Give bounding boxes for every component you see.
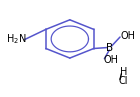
Text: H: H bbox=[120, 67, 128, 77]
Text: Cl: Cl bbox=[119, 77, 128, 87]
Text: B: B bbox=[106, 43, 114, 53]
Text: H$_2$N: H$_2$N bbox=[6, 32, 27, 46]
Text: OH: OH bbox=[120, 31, 135, 41]
Text: OH: OH bbox=[104, 55, 119, 65]
